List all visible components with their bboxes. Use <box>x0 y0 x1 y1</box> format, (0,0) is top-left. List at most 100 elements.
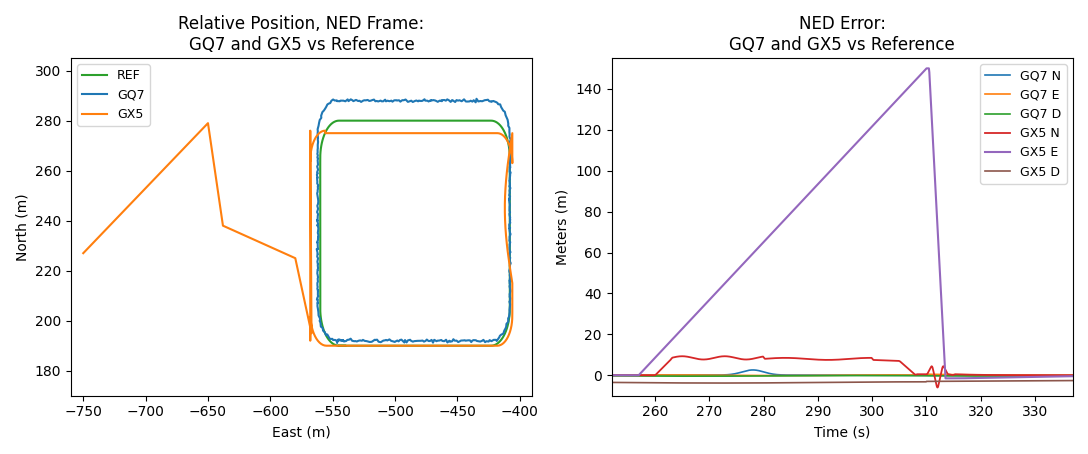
GQ7 <box>443 338 456 343</box>
GQ7 <box>457 338 470 343</box>
Title: NED Error:
GQ7 and GX5 vs Reference: NED Error: GQ7 and GX5 vs Reference <box>729 15 955 54</box>
Y-axis label: Meters (m): Meters (m) <box>556 189 570 265</box>
GX5 E <box>939 375 952 381</box>
REF <box>449 343 462 348</box>
GQ7 N <box>974 373 987 378</box>
GX5 N <box>652 369 665 375</box>
GX5 D <box>965 379 978 384</box>
GQ7 D <box>1031 374 1044 379</box>
REF <box>333 343 346 348</box>
GQ7 <box>470 96 483 102</box>
GQ7 N <box>923 373 936 378</box>
GX5 N <box>808 357 821 362</box>
Legend: REF, GQ7, GX5: REF, GQ7, GX5 <box>77 64 150 126</box>
GQ7 D <box>965 373 978 379</box>
GX5 <box>77 251 90 256</box>
X-axis label: East (m): East (m) <box>272 425 331 439</box>
X-axis label: Time (s): Time (s) <box>814 425 870 439</box>
GQ7 E <box>1066 372 1079 378</box>
GQ7 D <box>652 373 665 379</box>
GX5 D <box>974 378 987 384</box>
GX5 D <box>792 380 805 385</box>
GX5 <box>304 263 317 269</box>
REF <box>313 281 326 286</box>
GX5 E <box>920 66 934 71</box>
GQ7 E <box>808 373 821 378</box>
GX5 D <box>652 380 665 385</box>
GQ7 <box>331 340 344 345</box>
GQ7 E <box>974 372 987 378</box>
GQ7 E <box>920 371 934 377</box>
GQ7 N <box>920 373 934 378</box>
GX5 D <box>1066 378 1079 383</box>
GX5 E <box>974 375 987 380</box>
Line: REF: REF <box>320 121 510 345</box>
GQ7 E <box>652 372 665 378</box>
GQ7 D <box>861 373 874 378</box>
GX5 E <box>1066 374 1079 379</box>
Line: GX5: GX5 <box>84 123 512 345</box>
GX5 N <box>974 372 987 378</box>
REF <box>457 343 470 348</box>
GX5 E <box>923 66 936 71</box>
GQ7 <box>448 338 461 344</box>
GX5 <box>304 158 317 163</box>
GQ7 E <box>776 373 789 378</box>
GX5 D <box>923 379 936 384</box>
GX5 N <box>966 372 979 377</box>
GQ7 E <box>923 371 936 377</box>
GX5 D <box>605 380 618 385</box>
GX5 E <box>652 351 665 357</box>
Legend: GQ7 N, GQ7 E, GQ7 D, GX5 N, GX5 E, GX5 D: GQ7 N, GQ7 E, GQ7 D, GX5 N, GX5 E, GX5 D <box>980 64 1066 183</box>
GQ7 E <box>792 373 805 378</box>
GQ7 N <box>966 373 979 378</box>
GQ7 D <box>974 373 987 379</box>
GX5 E <box>966 375 979 381</box>
GX5 N <box>792 355 805 361</box>
GX5 E <box>808 185 821 190</box>
GQ7 N <box>605 372 618 378</box>
GQ7 <box>472 99 485 104</box>
Line: GQ7: GQ7 <box>317 99 510 343</box>
GX5 N <box>676 354 689 359</box>
GQ7 D <box>1066 373 1079 379</box>
GQ7 D <box>605 373 618 379</box>
GX5 D <box>808 380 821 385</box>
GX5 <box>201 120 214 126</box>
REF <box>313 202 326 208</box>
GQ7 D <box>923 373 936 379</box>
REF <box>484 118 497 123</box>
GX5 N <box>923 368 936 374</box>
Line: GQ7 D: GQ7 D <box>611 375 1073 376</box>
REF <box>443 343 456 348</box>
Line: GQ7 E: GQ7 E <box>611 374 1073 375</box>
GQ7 N <box>792 372 805 378</box>
GX5 N <box>605 373 618 378</box>
GQ7 E <box>966 372 979 378</box>
GX5 D <box>712 380 725 386</box>
GX5 <box>320 343 333 348</box>
GX5 <box>207 157 220 163</box>
GQ7 D <box>808 373 821 379</box>
GX5 <box>168 156 181 161</box>
GX5 <box>304 274 317 279</box>
GQ7 <box>311 273 324 279</box>
GQ7 D <box>792 373 805 379</box>
Line: GQ7 N: GQ7 N <box>611 370 1073 375</box>
GQ7 E <box>605 373 618 378</box>
GQ7 <box>311 188 324 193</box>
GX5 E <box>605 373 618 378</box>
Line: GX5 N: GX5 N <box>611 356 1073 388</box>
GX5 E <box>792 202 805 208</box>
GQ7 N <box>652 372 665 378</box>
GX5 <box>399 130 412 136</box>
Y-axis label: North (m): North (m) <box>15 193 29 261</box>
GQ7 N <box>1066 373 1079 378</box>
GX5 N <box>931 385 944 390</box>
Title: Relative Position, NED Frame:
GQ7 and GX5 vs Reference: Relative Position, NED Frame: GQ7 and GX… <box>178 15 424 54</box>
GX5 N <box>1066 373 1079 378</box>
Line: GX5 E: GX5 E <box>611 69 1073 378</box>
GX5 <box>349 130 362 136</box>
GQ7 N <box>808 372 821 378</box>
REF <box>471 118 484 123</box>
